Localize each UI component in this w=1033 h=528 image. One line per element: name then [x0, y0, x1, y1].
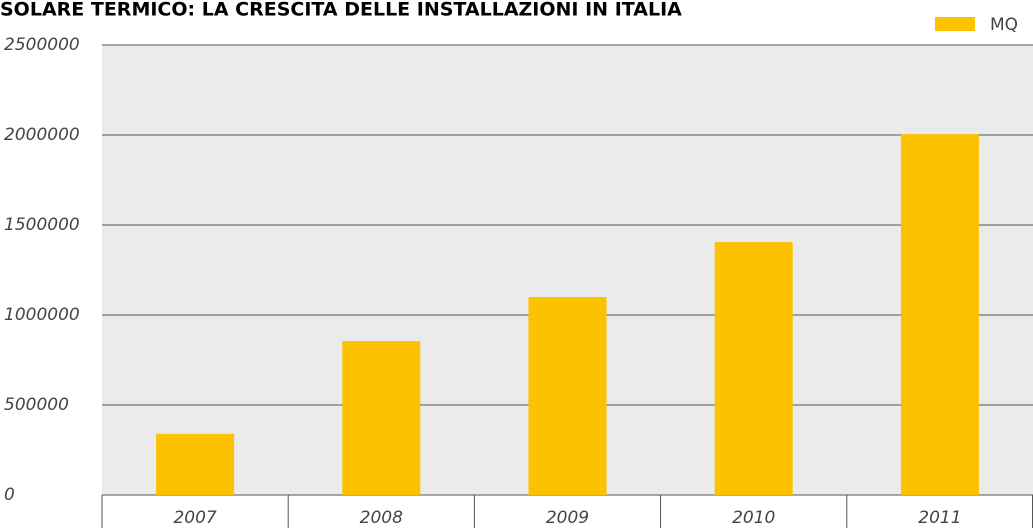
y-tick-label: 2500000: [4, 35, 80, 55]
bar: [528, 297, 607, 495]
legend-label: MQ: [990, 15, 1018, 35]
bar: [156, 433, 235, 495]
y-tick-label: 0: [4, 485, 15, 505]
x-tick-label: 2010: [732, 508, 775, 528]
x-tick-label: 2007: [173, 508, 216, 528]
bar: [714, 242, 793, 495]
y-tick-label: 1500000: [4, 215, 80, 235]
bar: [342, 341, 421, 495]
y-tick-label: 500000: [4, 395, 69, 415]
x-tick-label: 2008: [360, 508, 403, 528]
bar: [900, 134, 979, 495]
chart-title: SOLARE TERMICO: LA CRESCITA DELLE INSTAL…: [0, 0, 682, 21]
y-tick-label: 2000000: [4, 125, 80, 145]
y-tick-label: 1000000: [4, 305, 80, 325]
legend-swatch: [935, 17, 975, 31]
x-tick-label: 2009: [546, 508, 589, 528]
x-tick-label: 2011: [918, 508, 961, 528]
